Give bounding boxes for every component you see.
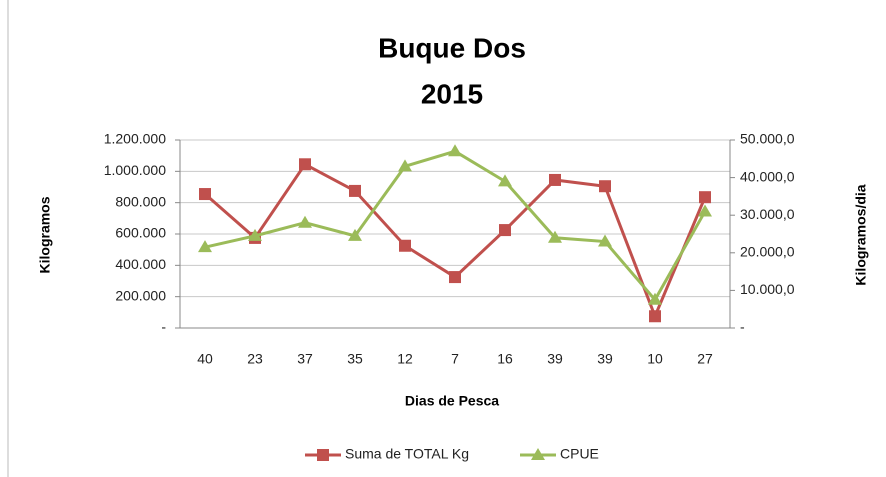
y-tick-label: 1.000.000: [104, 162, 166, 178]
data-point: [448, 144, 462, 157]
x-tick-label: 40: [197, 351, 213, 367]
y-tick-label: 600.000: [115, 225, 166, 241]
y2-tick-label: 10.000,0: [740, 281, 795, 297]
data-point: [599, 180, 611, 193]
chart-title: Buque Dos: [378, 32, 526, 63]
x-tick-label: 39: [597, 351, 613, 367]
data-point: [548, 230, 562, 243]
data-point: [498, 174, 512, 187]
y-tick-label: 200.000: [115, 287, 166, 303]
y-tick-label: -: [161, 319, 166, 335]
data-point: [349, 184, 361, 197]
y2-tick-label: 40.000,0: [740, 168, 795, 184]
data-point: [649, 310, 661, 323]
x-tick-label: 7: [451, 351, 459, 367]
y-tick-label: 800.000: [115, 193, 166, 209]
y2-tick-label: 50.000,0: [740, 131, 795, 147]
legend-label: CPUE: [560, 446, 599, 462]
legend-marker: [531, 448, 545, 460]
data-point: [549, 173, 561, 186]
data-point: [198, 240, 212, 253]
x-tick-label: 23: [247, 351, 263, 367]
x-tick-label: 39: [547, 351, 563, 367]
x-tick-label: 12: [397, 351, 413, 367]
data-point: [699, 191, 711, 204]
y2-tick-label: 20.000,0: [740, 244, 795, 260]
legend-label: Suma de TOTAL Kg: [345, 446, 469, 462]
data-point: [648, 292, 662, 305]
y-tick-label: 400.000: [115, 256, 166, 272]
data-point: [199, 188, 211, 201]
data-point: [298, 215, 312, 228]
y2-tick-label: -: [740, 319, 745, 335]
y2-axis-label: Kilogramos/dia: [853, 184, 869, 285]
y2-tick-label: 30.000,0: [740, 206, 795, 222]
data-point: [499, 224, 511, 237]
data-point: [348, 228, 362, 241]
y-tick-label: 1.200.000: [104, 131, 166, 147]
y-axis-label: Kilogramos: [37, 196, 53, 273]
legend-marker: [317, 449, 329, 461]
x-tick-label: 37: [297, 351, 313, 367]
x-tick-label: 35: [347, 351, 363, 367]
data-point: [698, 204, 712, 217]
x-tick-label: 27: [697, 351, 713, 367]
data-point: [299, 158, 311, 171]
data-point: [598, 234, 612, 247]
data-point: [449, 271, 461, 284]
x-tick-label: 16: [497, 351, 513, 367]
data-point: [398, 159, 412, 172]
x-tick-label: 10: [647, 351, 663, 367]
x-axis-label: Dias de Pesca: [405, 393, 499, 409]
data-point: [399, 239, 411, 252]
data-point: [248, 228, 262, 241]
chart-title: 2015: [421, 78, 483, 109]
